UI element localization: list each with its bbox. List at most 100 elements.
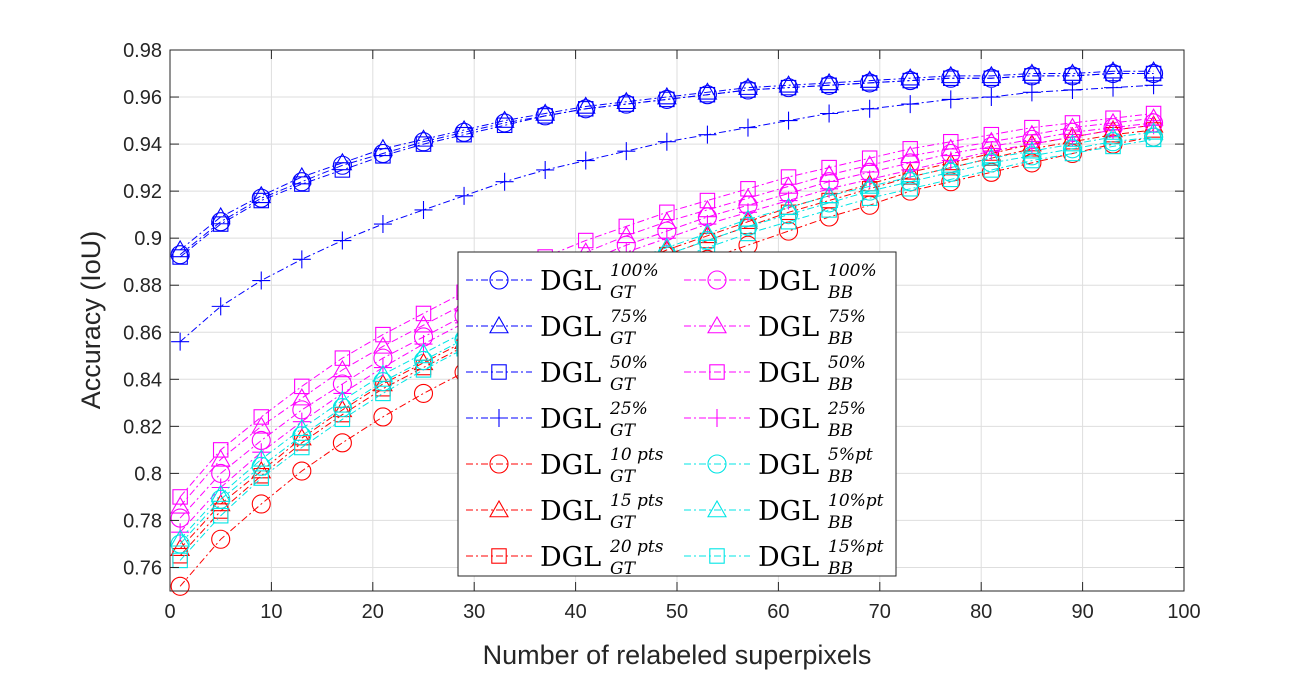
- data-point: [616, 94, 636, 114]
- data-point: [699, 192, 716, 209]
- data-point: [617, 142, 636, 161]
- data-point: [900, 166, 921, 185]
- data-point: [375, 148, 391, 164]
- data-point: [212, 507, 229, 524]
- legend-item: DGL 75%BB: [684, 307, 866, 349]
- data-point: [1021, 141, 1042, 159]
- data-point: [860, 73, 880, 93]
- data-point: [740, 82, 756, 98]
- data-point: [900, 172, 920, 192]
- data-point: [375, 385, 391, 402]
- data-point: [738, 203, 757, 222]
- data-point: [535, 103, 556, 121]
- data-point: [334, 350, 351, 366]
- legend-label-base: DGL: [540, 450, 601, 481]
- data-point: [738, 77, 758, 95]
- legend-label-sup: 15 pts: [610, 491, 664, 511]
- data-point: [292, 172, 312, 192]
- data-point: [943, 133, 959, 150]
- data-point: [941, 162, 961, 182]
- data-point: [251, 494, 271, 514]
- data-point: [1024, 152, 1040, 169]
- legend-marker: [489, 454, 509, 474]
- legend-label-sup: 100%: [828, 261, 877, 281]
- data-point: [900, 68, 921, 86]
- legend-label-sup: 75%: [610, 307, 648, 327]
- data-point: [253, 409, 270, 425]
- x-tick-label: 90: [1071, 601, 1093, 623]
- data-point: [821, 159, 837, 176]
- data-point: [699, 86, 716, 103]
- data-point: [780, 79, 797, 96]
- data-point: [373, 215, 392, 234]
- legend-label-sup: 75%: [828, 307, 866, 327]
- legend-label-sup: 100%: [610, 261, 659, 281]
- data-point: [659, 91, 675, 108]
- data-point: [1021, 63, 1042, 81]
- data-point: [981, 65, 1002, 84]
- legend-label-base: DGL: [758, 542, 819, 573]
- legend-label-base: DGL: [540, 266, 601, 297]
- legend-label-sub: GT: [610, 559, 637, 579]
- legend-marker: [707, 499, 727, 518]
- legend-item: DGL 75%GT: [466, 307, 648, 349]
- legend-label-sub: GT: [610, 421, 637, 441]
- legend-label-sub: GT: [610, 283, 637, 303]
- series-line: [179, 138, 1154, 561]
- data-point: [172, 489, 188, 505]
- legend-label-base: DGL: [758, 496, 819, 527]
- series-3: [171, 76, 1163, 351]
- data-point: [291, 418, 312, 437]
- data-point: [616, 91, 637, 110]
- data-point: [618, 218, 635, 235]
- data-point: [294, 176, 310, 192]
- data-point: [210, 449, 231, 467]
- data-point: [294, 439, 310, 456]
- data-point: [738, 80, 758, 100]
- data-point: [983, 162, 1000, 178]
- legend-label-sub: BB: [827, 559, 853, 579]
- data-point: [861, 190, 878, 206]
- data-point: [738, 118, 757, 137]
- data-point: [982, 88, 1001, 107]
- x-tick-label: 70: [869, 601, 891, 623]
- y-tick-label: 0.92: [123, 181, 162, 203]
- data-point: [860, 99, 879, 118]
- data-point: [941, 172, 961, 192]
- data-point: [537, 108, 553, 124]
- data-point: [170, 576, 190, 596]
- legend-label-base: DGL: [540, 358, 601, 389]
- data-point: [778, 75, 799, 93]
- data-point: [940, 157, 961, 175]
- data-point: [577, 232, 594, 249]
- legend-item: DGL 50%GT: [466, 353, 648, 395]
- data-point: [251, 188, 271, 208]
- data-point: [373, 143, 393, 164]
- y-tick-label: 0.82: [123, 416, 162, 438]
- data-point: [333, 231, 352, 250]
- legend-marker: [490, 409, 508, 427]
- legend-marker: [491, 548, 507, 564]
- data-point: [983, 70, 1000, 86]
- data-point: [859, 70, 880, 88]
- data-point: [1022, 146, 1042, 166]
- legend-label-base: DGL: [758, 450, 819, 481]
- legend-label-sub: BB: [827, 467, 853, 487]
- legend-label-sub: BB: [827, 421, 853, 441]
- data-point: [372, 364, 393, 382]
- data-point: [780, 213, 797, 230]
- data-point: [697, 82, 718, 100]
- legend-label-sub: GT: [610, 329, 637, 349]
- data-point: [413, 343, 434, 361]
- legend-label-sup: 5%pt: [828, 445, 873, 465]
- data-point: [1062, 139, 1083, 159]
- data-point: [1103, 61, 1123, 79]
- data-point: [454, 119, 475, 138]
- data-point: [1063, 128, 1082, 147]
